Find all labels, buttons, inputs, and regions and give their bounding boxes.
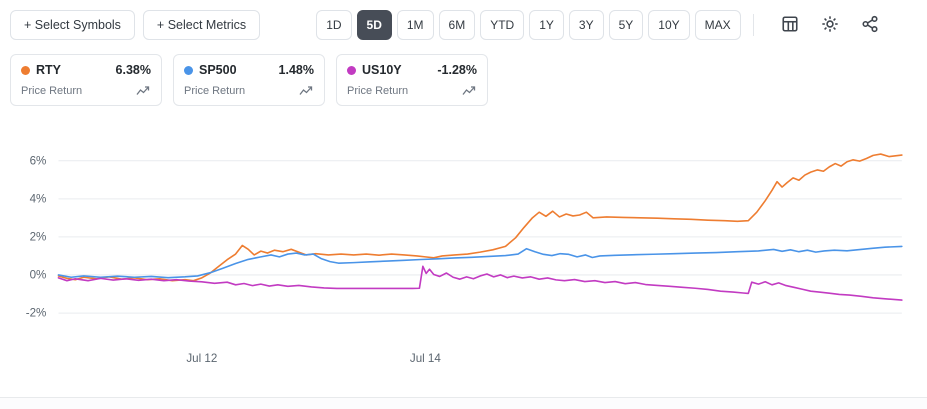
sparkline-icon[interactable] xyxy=(462,84,477,97)
range-button-1y[interactable]: 1Y xyxy=(529,10,564,40)
select-symbols-button[interactable]: + Select Symbols xyxy=(10,10,135,40)
settings-button[interactable] xyxy=(819,13,841,38)
series-symbol: SP500 xyxy=(199,63,237,77)
range-button-5d[interactable]: 5D xyxy=(356,10,392,40)
range-button-10y[interactable]: 10Y xyxy=(648,10,690,40)
svg-text:-2%: -2% xyxy=(26,307,47,320)
series-metric-label: Price Return xyxy=(184,84,246,97)
series-metric-label: Price Return xyxy=(21,84,83,97)
svg-text:Jul 12: Jul 12 xyxy=(186,352,217,365)
series-metric-label: Price Return xyxy=(347,84,409,97)
range-button-1d[interactable]: 1D xyxy=(316,10,352,40)
svg-text:4%: 4% xyxy=(30,192,47,205)
toolbar: + Select Symbols + Select Metrics 1D 5D … xyxy=(0,0,927,46)
toolbar-icon-group xyxy=(779,13,927,38)
share-button[interactable] xyxy=(859,13,881,38)
series-symbol: US10Y xyxy=(362,63,402,77)
toolbar-divider xyxy=(752,14,754,36)
legend-cards: RTY 6.38% Price Return SP500 1.48% Price… xyxy=(0,46,927,108)
svg-text:Jul 14: Jul 14 xyxy=(410,352,441,365)
select-metrics-button[interactable]: + Select Metrics xyxy=(142,10,261,40)
bottom-divider xyxy=(0,397,927,409)
range-selector: 1D 5D 1M 6M YTD 1Y 3Y 5Y 10Y MAX xyxy=(316,10,741,40)
svg-text:6%: 6% xyxy=(30,154,47,167)
chart-area: 6% 4% 2% 0% -2% Jul 12 Jul 14 xyxy=(0,108,927,397)
sparkline-icon[interactable] xyxy=(299,84,314,97)
range-button-5y[interactable]: 5Y xyxy=(608,10,644,40)
series-change-value: -1.28% xyxy=(437,63,477,77)
gear-icon xyxy=(821,15,839,36)
sparkline-icon[interactable] xyxy=(136,84,151,97)
range-button-6m[interactable]: 6M xyxy=(438,10,476,40)
range-button-1m[interactable]: 1M xyxy=(396,10,434,40)
legend-card-rty[interactable]: RTY 6.38% Price Return xyxy=(10,54,162,106)
svg-text:2%: 2% xyxy=(30,230,47,243)
svg-text:0%: 0% xyxy=(30,268,47,281)
table-view-button[interactable] xyxy=(779,13,801,38)
legend-card-us10y[interactable]: US10Y -1.28% Price Return xyxy=(336,54,488,106)
price-chart[interactable]: 6% 4% 2% 0% -2% Jul 12 Jul 14 xyxy=(6,122,919,369)
range-button-max[interactable]: MAX xyxy=(694,10,741,40)
series-color-dot xyxy=(347,65,356,75)
range-button-ytd[interactable]: YTD xyxy=(480,10,525,40)
series-change-value: 6.38% xyxy=(115,63,151,77)
series-color-dot xyxy=(21,65,30,75)
series-change-value: 1.48% xyxy=(278,63,314,77)
table-icon xyxy=(781,15,799,36)
legend-card-sp500[interactable]: SP500 1.48% Price Return xyxy=(173,54,325,106)
range-button-3y[interactable]: 3Y xyxy=(568,10,604,40)
series-color-dot xyxy=(184,65,193,75)
share-icon xyxy=(861,15,879,36)
series-symbol: RTY xyxy=(36,63,61,77)
